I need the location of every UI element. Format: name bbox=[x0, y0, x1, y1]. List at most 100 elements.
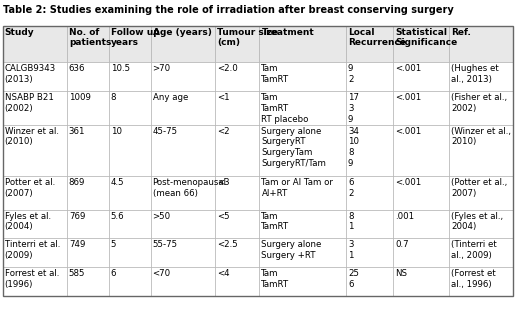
Text: 34
10
8
9: 34 10 8 9 bbox=[348, 127, 359, 168]
Bar bbox=[215, 210, 260, 238]
Bar bbox=[393, 238, 449, 267]
Bar bbox=[346, 267, 393, 296]
Text: Any age: Any age bbox=[153, 93, 188, 102]
Bar bbox=[151, 238, 215, 267]
Bar bbox=[449, 267, 513, 296]
Bar bbox=[67, 125, 109, 176]
Bar bbox=[67, 267, 109, 296]
Text: 55-75: 55-75 bbox=[153, 240, 178, 249]
Bar bbox=[260, 176, 346, 210]
Bar bbox=[260, 210, 346, 238]
Text: 25
6: 25 6 bbox=[348, 269, 359, 289]
Bar bbox=[3, 26, 67, 62]
Bar bbox=[346, 91, 393, 125]
Text: Post-menopausal
(mean 66): Post-menopausal (mean 66) bbox=[153, 178, 227, 198]
Text: 0.7: 0.7 bbox=[395, 240, 409, 249]
Text: <3: <3 bbox=[217, 178, 230, 187]
Text: (Fisher et al.,
2002): (Fisher et al., 2002) bbox=[452, 93, 507, 113]
Text: <4: <4 bbox=[217, 269, 230, 278]
Bar bbox=[260, 91, 346, 125]
Text: 1009: 1009 bbox=[69, 93, 91, 102]
Text: <2.5: <2.5 bbox=[217, 240, 237, 249]
Text: <.001: <.001 bbox=[395, 93, 422, 102]
Bar bbox=[67, 91, 109, 125]
Text: 9
2: 9 2 bbox=[348, 64, 353, 84]
Text: Tam
TamRT
RT placebo: Tam TamRT RT placebo bbox=[262, 93, 309, 124]
Text: (Winzer et al.,
2010): (Winzer et al., 2010) bbox=[452, 127, 511, 147]
Text: Follow up
years: Follow up years bbox=[111, 28, 159, 47]
Bar bbox=[215, 91, 260, 125]
Bar bbox=[151, 267, 215, 296]
Bar bbox=[393, 176, 449, 210]
Bar bbox=[393, 26, 449, 62]
Bar bbox=[109, 91, 151, 125]
Bar bbox=[67, 210, 109, 238]
Text: 6
2: 6 2 bbox=[348, 178, 353, 198]
Bar bbox=[346, 176, 393, 210]
Bar bbox=[346, 210, 393, 238]
Text: 5.6: 5.6 bbox=[111, 212, 124, 220]
Text: No. of
patients: No. of patients bbox=[69, 28, 111, 47]
Text: <2.0: <2.0 bbox=[217, 64, 237, 73]
Bar bbox=[151, 62, 215, 91]
Bar bbox=[151, 210, 215, 238]
Text: >70: >70 bbox=[153, 64, 171, 73]
Text: 45-75: 45-75 bbox=[153, 127, 178, 136]
Bar bbox=[109, 125, 151, 176]
Text: >50: >50 bbox=[153, 212, 171, 220]
Bar bbox=[449, 125, 513, 176]
Bar bbox=[346, 62, 393, 91]
Text: 8
1: 8 1 bbox=[348, 212, 353, 231]
Text: 3
1: 3 1 bbox=[348, 240, 353, 260]
Text: 585: 585 bbox=[69, 269, 85, 278]
Text: 17
3
9: 17 3 9 bbox=[348, 93, 359, 124]
Bar bbox=[346, 26, 393, 62]
Bar bbox=[215, 176, 260, 210]
Text: Tam
TamRT: Tam TamRT bbox=[262, 269, 289, 289]
Bar bbox=[260, 125, 346, 176]
Text: Fyles et al.
(2004): Fyles et al. (2004) bbox=[5, 212, 51, 231]
Bar bbox=[67, 176, 109, 210]
Bar bbox=[449, 91, 513, 125]
Text: Statistical
Significance: Statistical Significance bbox=[395, 28, 458, 47]
Text: <2: <2 bbox=[217, 127, 230, 136]
Text: 869: 869 bbox=[69, 178, 85, 187]
Text: (Forrest et
al., 1996): (Forrest et al., 1996) bbox=[452, 269, 496, 289]
Text: NSABP B21
(2002): NSABP B21 (2002) bbox=[5, 93, 54, 113]
Text: <1: <1 bbox=[217, 93, 230, 102]
Text: Treatment: Treatment bbox=[262, 28, 314, 36]
Text: 5: 5 bbox=[111, 240, 116, 249]
Bar bbox=[215, 267, 260, 296]
Text: 4.5: 4.5 bbox=[111, 178, 124, 187]
Bar bbox=[215, 238, 260, 267]
Text: (Fyles et al.,
2004): (Fyles et al., 2004) bbox=[452, 212, 504, 231]
Bar bbox=[151, 26, 215, 62]
Text: Table 2: Studies examining the role of irradiation after breast conserving surge: Table 2: Studies examining the role of i… bbox=[3, 5, 454, 15]
Text: <.001: <.001 bbox=[395, 64, 422, 73]
Bar bbox=[109, 267, 151, 296]
Text: Age (years): Age (years) bbox=[153, 28, 212, 36]
Bar bbox=[3, 26, 513, 296]
Bar bbox=[260, 62, 346, 91]
Bar bbox=[3, 91, 67, 125]
Bar bbox=[393, 210, 449, 238]
Bar bbox=[449, 62, 513, 91]
Text: Tam
TamRT: Tam TamRT bbox=[262, 64, 289, 84]
Bar bbox=[346, 238, 393, 267]
Bar bbox=[260, 26, 346, 62]
Text: 10: 10 bbox=[111, 127, 122, 136]
Text: <70: <70 bbox=[153, 269, 171, 278]
Text: 636: 636 bbox=[69, 64, 85, 73]
Bar bbox=[449, 238, 513, 267]
Bar bbox=[449, 26, 513, 62]
Bar bbox=[346, 125, 393, 176]
Bar bbox=[3, 125, 67, 176]
Bar bbox=[449, 210, 513, 238]
Text: Forrest et al.
(1996): Forrest et al. (1996) bbox=[5, 269, 59, 289]
Bar bbox=[67, 62, 109, 91]
Bar bbox=[393, 62, 449, 91]
Bar bbox=[67, 26, 109, 62]
Text: NS: NS bbox=[395, 269, 408, 278]
Bar bbox=[3, 267, 67, 296]
Text: Winzer et al.
(2010): Winzer et al. (2010) bbox=[5, 127, 59, 147]
